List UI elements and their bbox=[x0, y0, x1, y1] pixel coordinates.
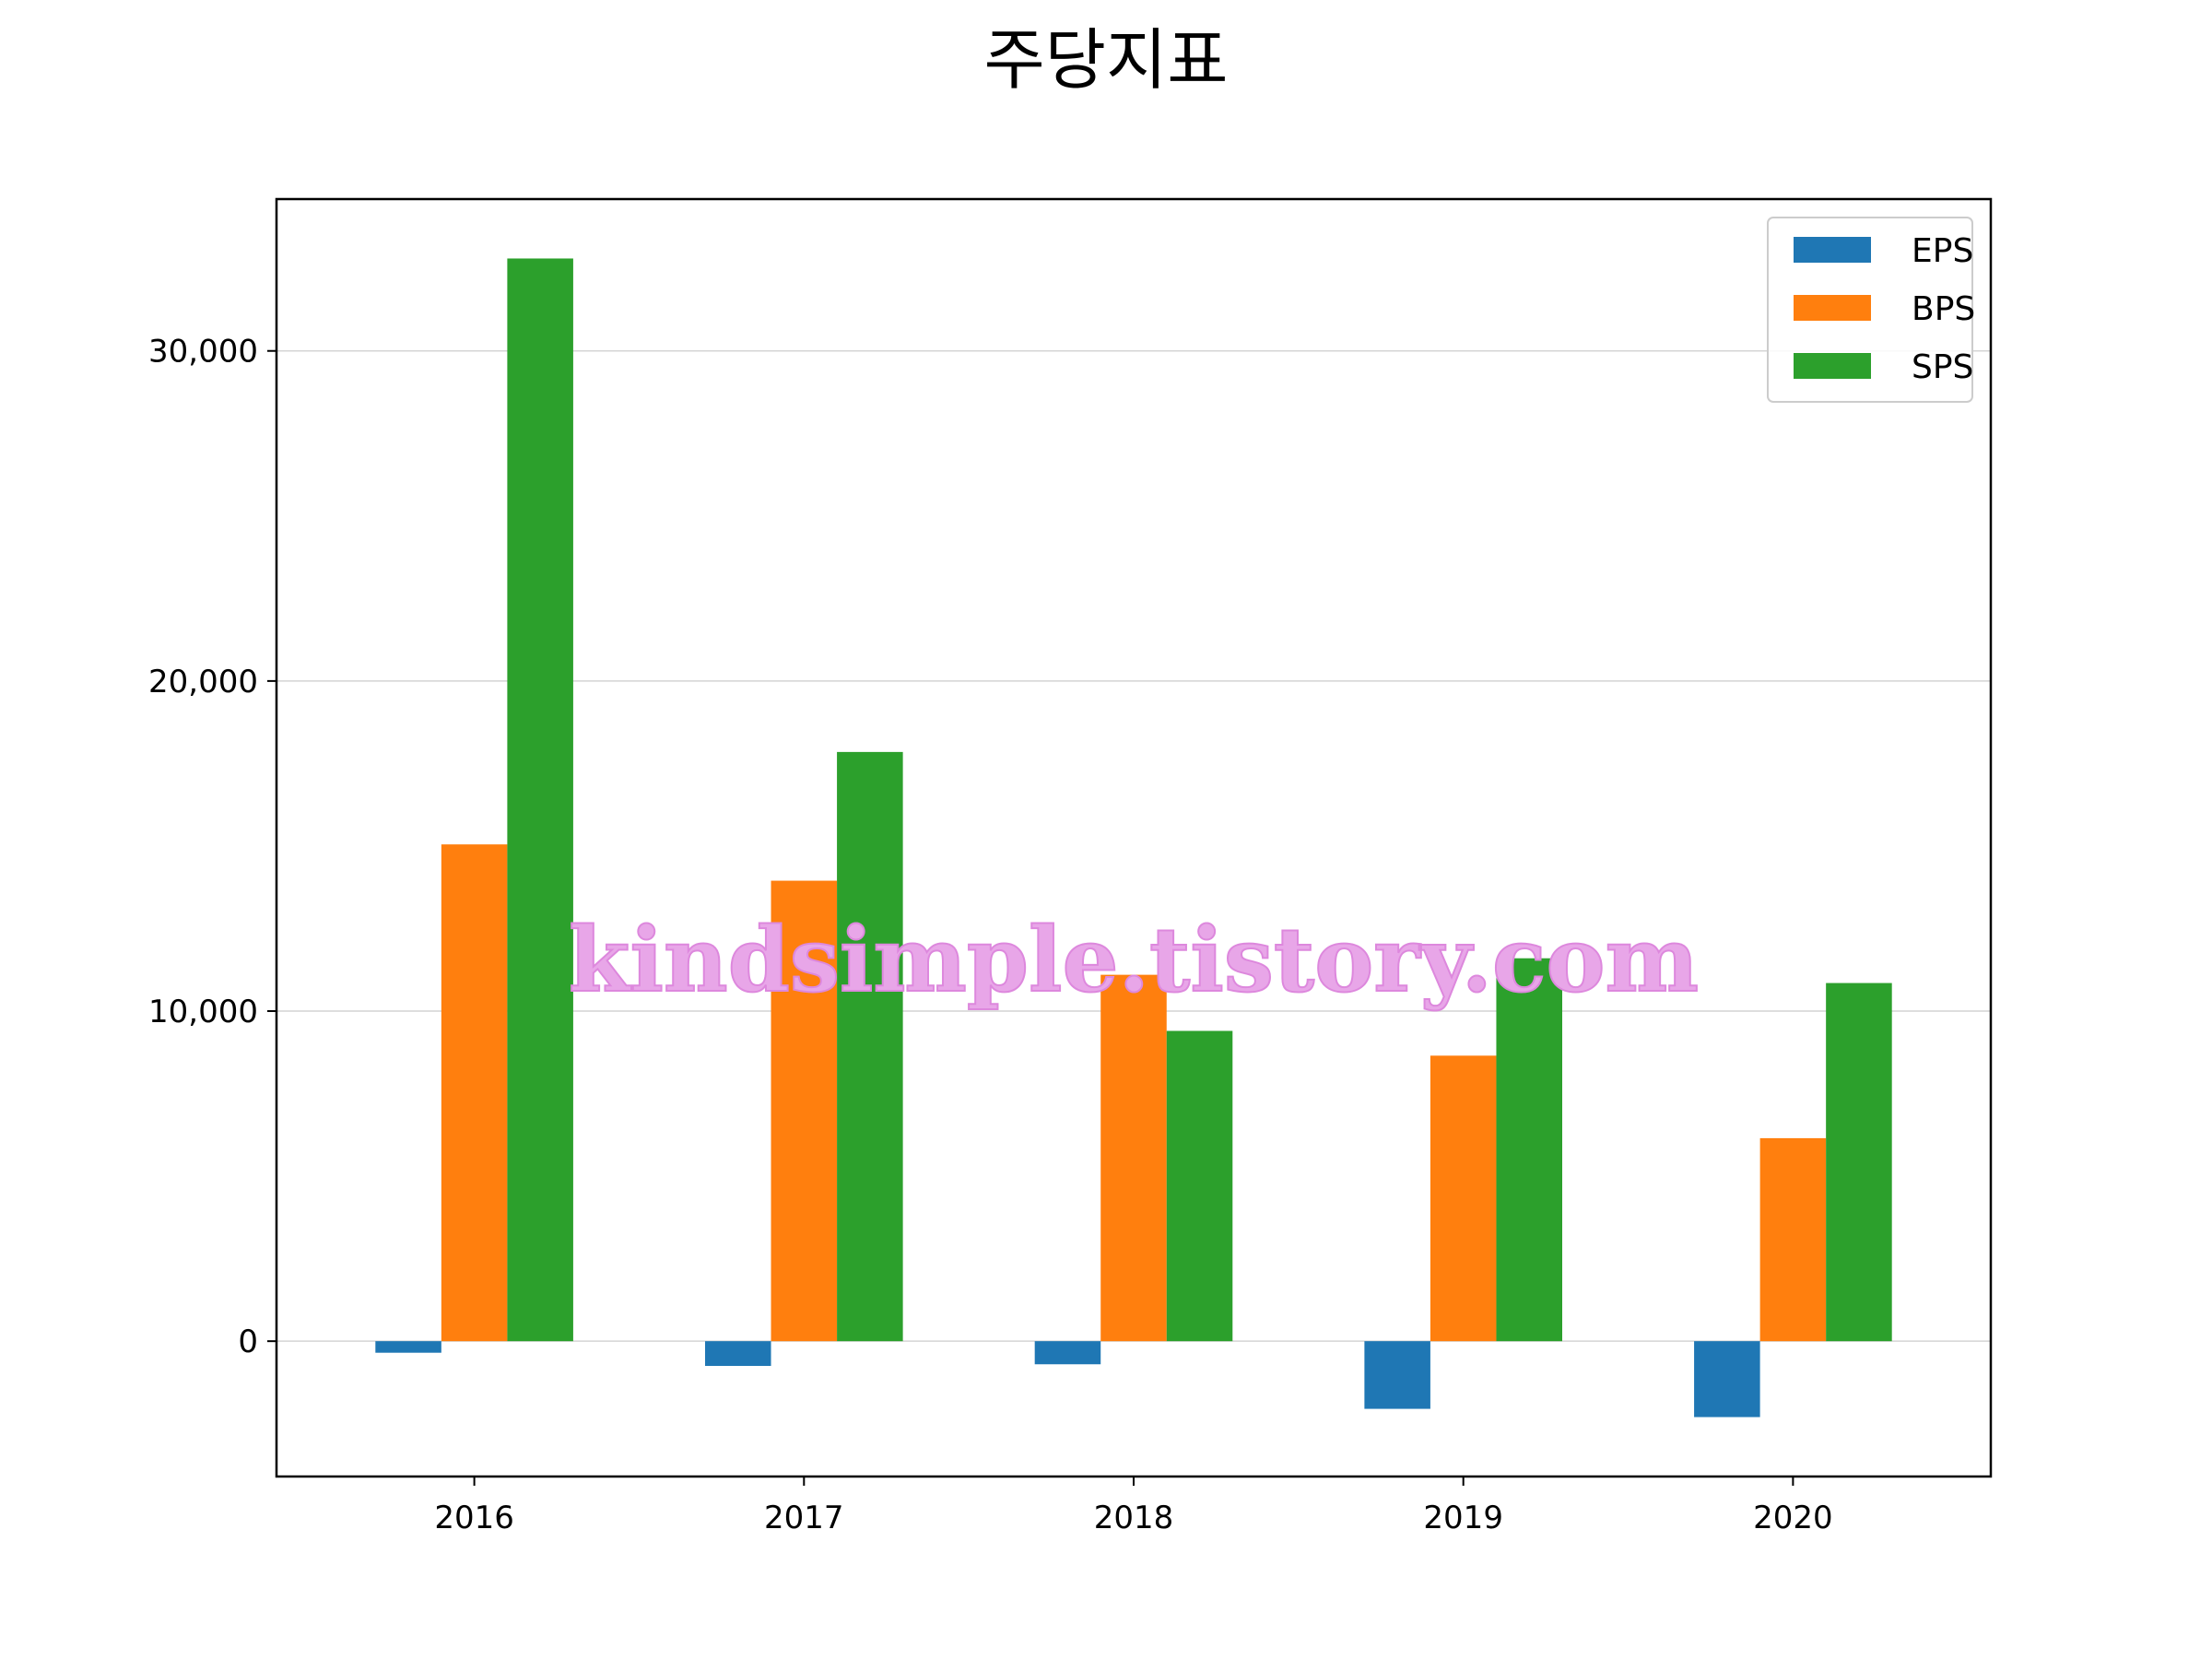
legend: EPS BPS SPS bbox=[1767, 217, 1975, 403]
bar-sps-2019 bbox=[1496, 958, 1562, 1342]
legend-label-eps: EPS bbox=[1912, 232, 1973, 270]
axis-ticks: 0 10,000 20,000 30,000 2016 2017 2018 2019 2020 bbox=[148, 334, 1833, 1536]
watermark-text: kindsimple.tistory.com bbox=[569, 908, 1699, 1012]
x-tick-label: 2016 bbox=[434, 1500, 514, 1536]
bar-eps-2017 bbox=[705, 1341, 771, 1367]
bar-eps-2016 bbox=[375, 1341, 441, 1353]
x-tick-label: 2019 bbox=[1423, 1500, 1503, 1536]
bar-eps-2018 bbox=[1034, 1341, 1101, 1365]
legend-swatch-bps bbox=[1794, 295, 1871, 321]
bar-sps-2016 bbox=[507, 258, 573, 1342]
y-tick-label: 10,000 bbox=[148, 994, 258, 1030]
x-tick-label: 2020 bbox=[1753, 1500, 1833, 1536]
bar-bps-2018 bbox=[1100, 974, 1167, 1342]
legend-label-sps: SPS bbox=[1912, 348, 1973, 386]
bars bbox=[375, 258, 1892, 1418]
bar-bps-2019 bbox=[1430, 1055, 1497, 1342]
bar-sps-2017 bbox=[837, 751, 903, 1342]
bar-sps-2018 bbox=[1166, 1030, 1233, 1342]
legend-label-bps: BPS bbox=[1912, 290, 1975, 328]
y-tick-label: 20,000 bbox=[148, 664, 258, 700]
y-tick-label: 30,000 bbox=[148, 334, 258, 371]
bar-sps-2020 bbox=[1826, 982, 1892, 1342]
bar-eps-2019 bbox=[1364, 1341, 1430, 1409]
legend-swatch-eps bbox=[1794, 237, 1871, 263]
chart-title: 주당지표 bbox=[984, 21, 1229, 99]
x-tick-label: 2018 bbox=[1094, 1500, 1174, 1536]
y-tick-label: 0 bbox=[238, 1324, 258, 1360]
bar-bps-2020 bbox=[1759, 1137, 1827, 1342]
bar-bps-2016 bbox=[441, 844, 508, 1342]
bar-bps-2017 bbox=[771, 880, 838, 1342]
x-tick-label: 2017 bbox=[764, 1500, 844, 1536]
legend-swatch-sps bbox=[1794, 353, 1871, 379]
bar-eps-2020 bbox=[1694, 1341, 1760, 1418]
